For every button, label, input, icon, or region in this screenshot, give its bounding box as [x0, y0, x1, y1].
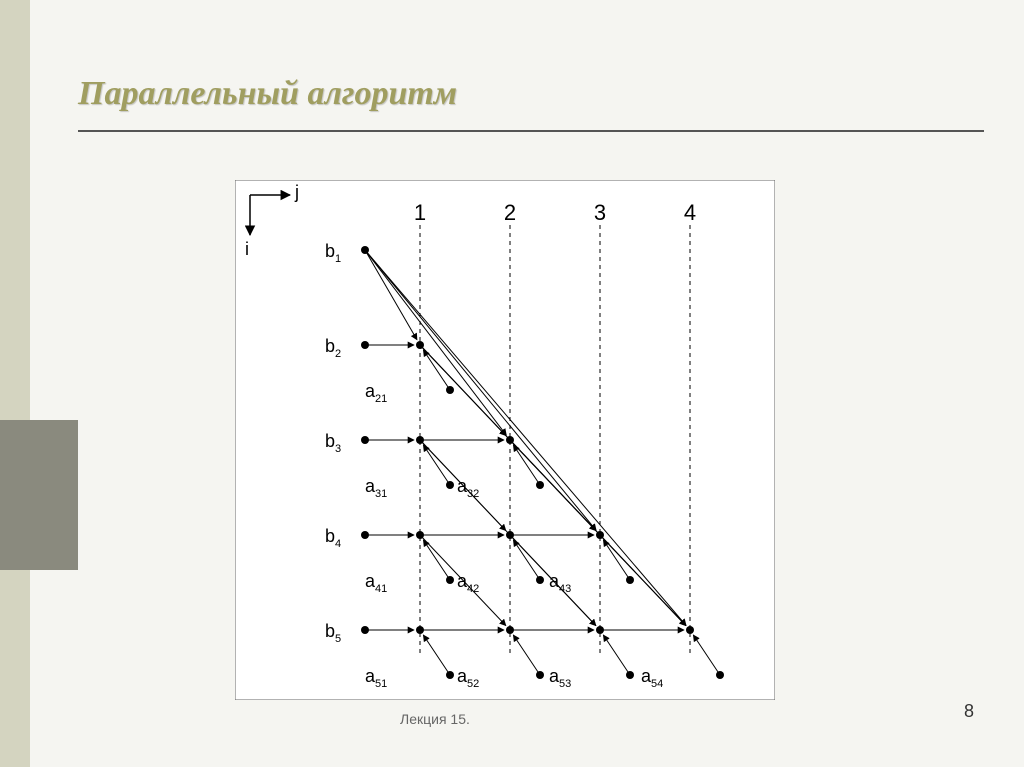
svg-text:1: 1	[414, 200, 426, 225]
svg-text:j: j	[294, 182, 299, 202]
left-accent-block	[0, 420, 78, 570]
dependency-diagram: 1234b1b2b3b4b5a21a31a32a41a42a43a51a52a5…	[235, 180, 775, 700]
svg-text:4: 4	[684, 200, 696, 225]
page-number: 8	[964, 701, 974, 722]
svg-text:i: i	[245, 239, 249, 259]
left-strip	[0, 0, 30, 767]
svg-text:2: 2	[504, 200, 516, 225]
slide-title: Параллельный алгоритм	[78, 75, 457, 113]
lecture-footer: Лекция 15.	[400, 711, 470, 727]
title-underline	[78, 130, 984, 132]
svg-text:3: 3	[594, 200, 606, 225]
